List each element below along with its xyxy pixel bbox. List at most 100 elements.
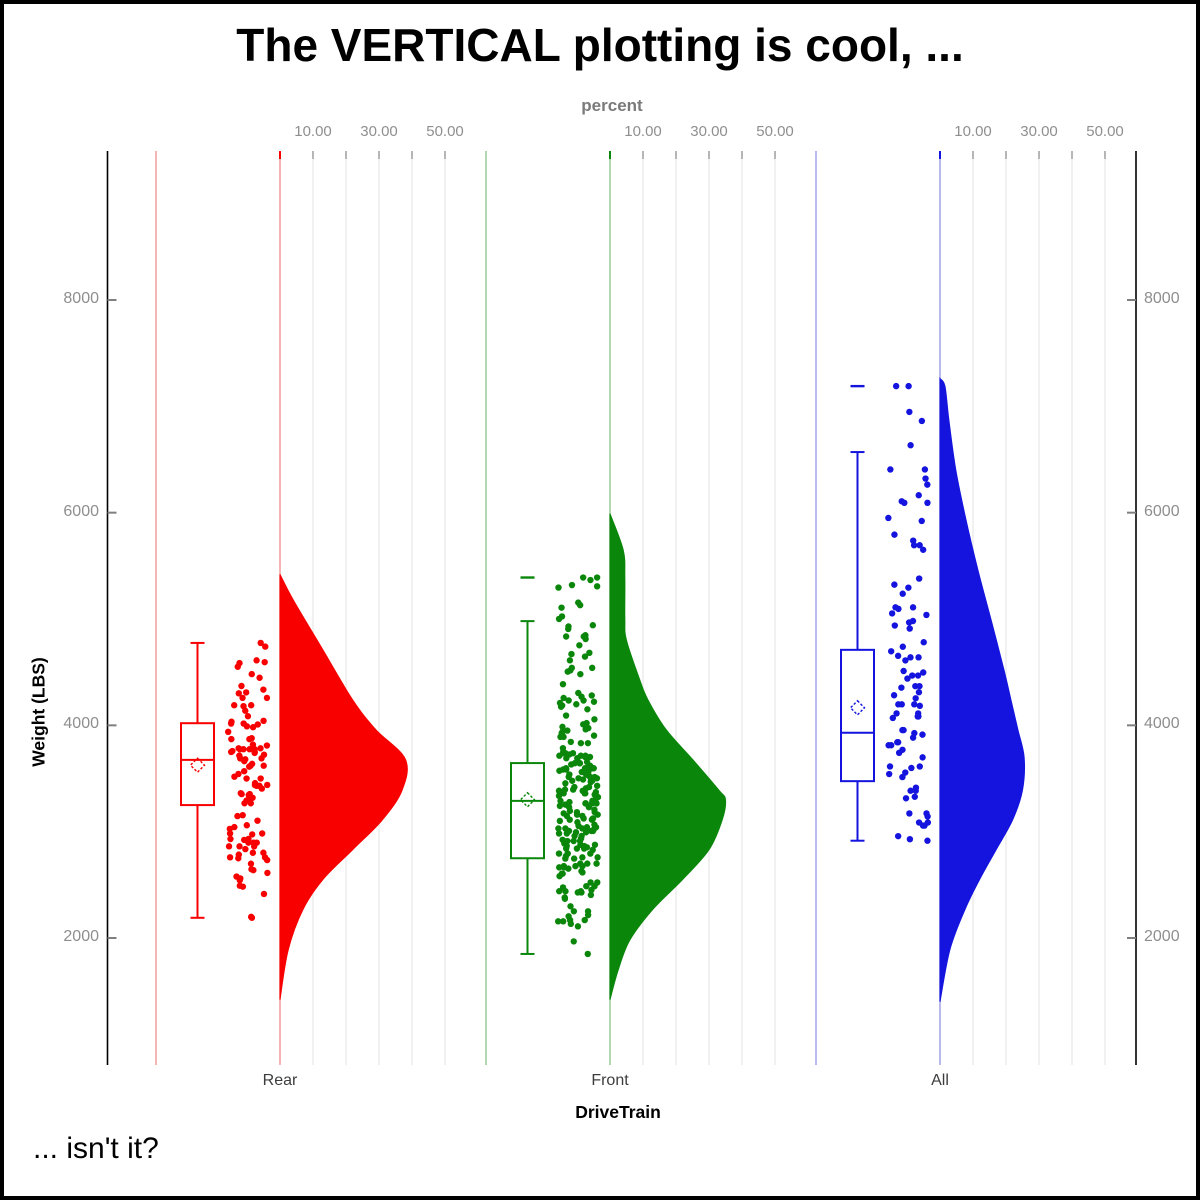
mean-diamond	[189, 757, 206, 774]
jitter-point	[591, 808, 598, 816]
jitter-point	[918, 417, 926, 425]
jitter-point	[254, 817, 261, 824]
y-axis-title: Weight (LBS)	[28, 657, 49, 767]
jitter-point	[226, 830, 234, 837]
jitter-point	[263, 694, 271, 702]
jitter-point	[912, 695, 919, 702]
jitter-point	[918, 517, 925, 525]
jitter-point	[568, 650, 575, 658]
jitter-point	[585, 724, 592, 732]
jitter-point	[906, 408, 913, 416]
jitter-point	[570, 908, 578, 915]
jitter-point	[919, 731, 926, 738]
jitter-point	[575, 689, 582, 697]
jitter-point	[245, 839, 252, 846]
jitter-point	[921, 466, 929, 473]
box-all	[840, 648, 875, 783]
jitter-point	[251, 779, 259, 787]
jitter-point	[899, 590, 906, 597]
jitter-point	[594, 793, 602, 801]
jitter-point	[250, 866, 257, 874]
jitter-point	[902, 769, 909, 776]
y-tick-label-left: 8000	[63, 290, 99, 307]
percent-tick-label: 10.00	[294, 123, 332, 140]
jitter-point	[555, 792, 563, 800]
jitter-point	[569, 749, 577, 757]
jitter-point	[888, 610, 896, 617]
jitter-point	[562, 780, 569, 787]
jitter-point	[579, 574, 587, 581]
jitter-point	[585, 783, 593, 791]
jitter-point	[554, 918, 562, 925]
jitter-point	[231, 773, 238, 780]
jitter-point	[576, 837, 584, 845]
jitter-point	[912, 784, 920, 791]
jitter-point	[260, 762, 267, 769]
jitter-point	[902, 795, 910, 802]
jitter-point	[556, 802, 564, 810]
jitter-point	[560, 788, 567, 796]
y-tick-label-left: 4000	[63, 715, 99, 733]
category-label-all: All	[931, 1072, 949, 1089]
jitter-point	[577, 739, 585, 747]
jitter-point	[924, 837, 931, 844]
jitter-point	[244, 713, 252, 720]
jitter-point	[559, 836, 566, 843]
percent-tick-label: 30.00	[690, 123, 728, 140]
jitter-point	[908, 764, 915, 772]
jitter-point	[565, 697, 572, 704]
jitter-point	[592, 824, 600, 831]
jitter-point	[570, 938, 577, 945]
jitter-point	[573, 701, 580, 708]
jitter-point	[559, 870, 566, 877]
jitter-point	[247, 860, 255, 867]
jitter-point	[914, 672, 922, 679]
jitter-point	[593, 800, 600, 807]
jitter-point	[591, 841, 599, 848]
jitter-point	[593, 860, 600, 867]
jitter-point	[563, 842, 570, 850]
jitter-point	[887, 648, 895, 655]
jitter-point	[574, 819, 581, 826]
jitter-point	[924, 499, 931, 507]
jitter-point	[236, 752, 243, 759]
jitter-point	[911, 793, 918, 800]
jitter-point	[242, 689, 250, 696]
jitter-point	[899, 726, 906, 734]
jitter-point	[583, 882, 590, 890]
jitter-point	[923, 611, 930, 619]
jitter-point	[585, 768, 592, 776]
jitter-point	[566, 916, 574, 924]
jitter-point	[234, 812, 241, 820]
jitter-point	[570, 837, 577, 845]
jitter-point	[555, 825, 562, 832]
jitter-point	[894, 739, 902, 746]
jitter-point	[578, 832, 585, 840]
jitter-point	[556, 888, 563, 895]
y-tick-label-right: 8000	[1144, 290, 1180, 307]
jitter-point	[906, 835, 914, 843]
jitter-point	[885, 770, 893, 778]
jitter-point	[253, 657, 260, 664]
jitter-point	[588, 664, 596, 672]
y-tick-label-right: 4000	[1144, 715, 1180, 733]
jitter-point	[584, 739, 592, 747]
jitter-point	[555, 830, 563, 837]
jitter-point	[591, 716, 598, 723]
jitter-point	[574, 923, 582, 930]
jitter-point	[240, 746, 247, 753]
jitter-point	[557, 797, 564, 805]
jitter-point	[239, 883, 247, 890]
jitter-point	[228, 735, 235, 743]
jitter-point	[594, 854, 601, 861]
jitter-point	[238, 682, 245, 690]
jitter-point	[556, 817, 564, 825]
jitter-point	[915, 492, 922, 499]
jitter-point	[576, 601, 584, 609]
jitter-point	[916, 702, 924, 710]
jitter-point	[566, 807, 574, 815]
jitter-point	[571, 832, 578, 840]
jitter-point	[249, 724, 257, 731]
jitter-point	[584, 908, 592, 915]
jitter-point	[238, 790, 245, 798]
